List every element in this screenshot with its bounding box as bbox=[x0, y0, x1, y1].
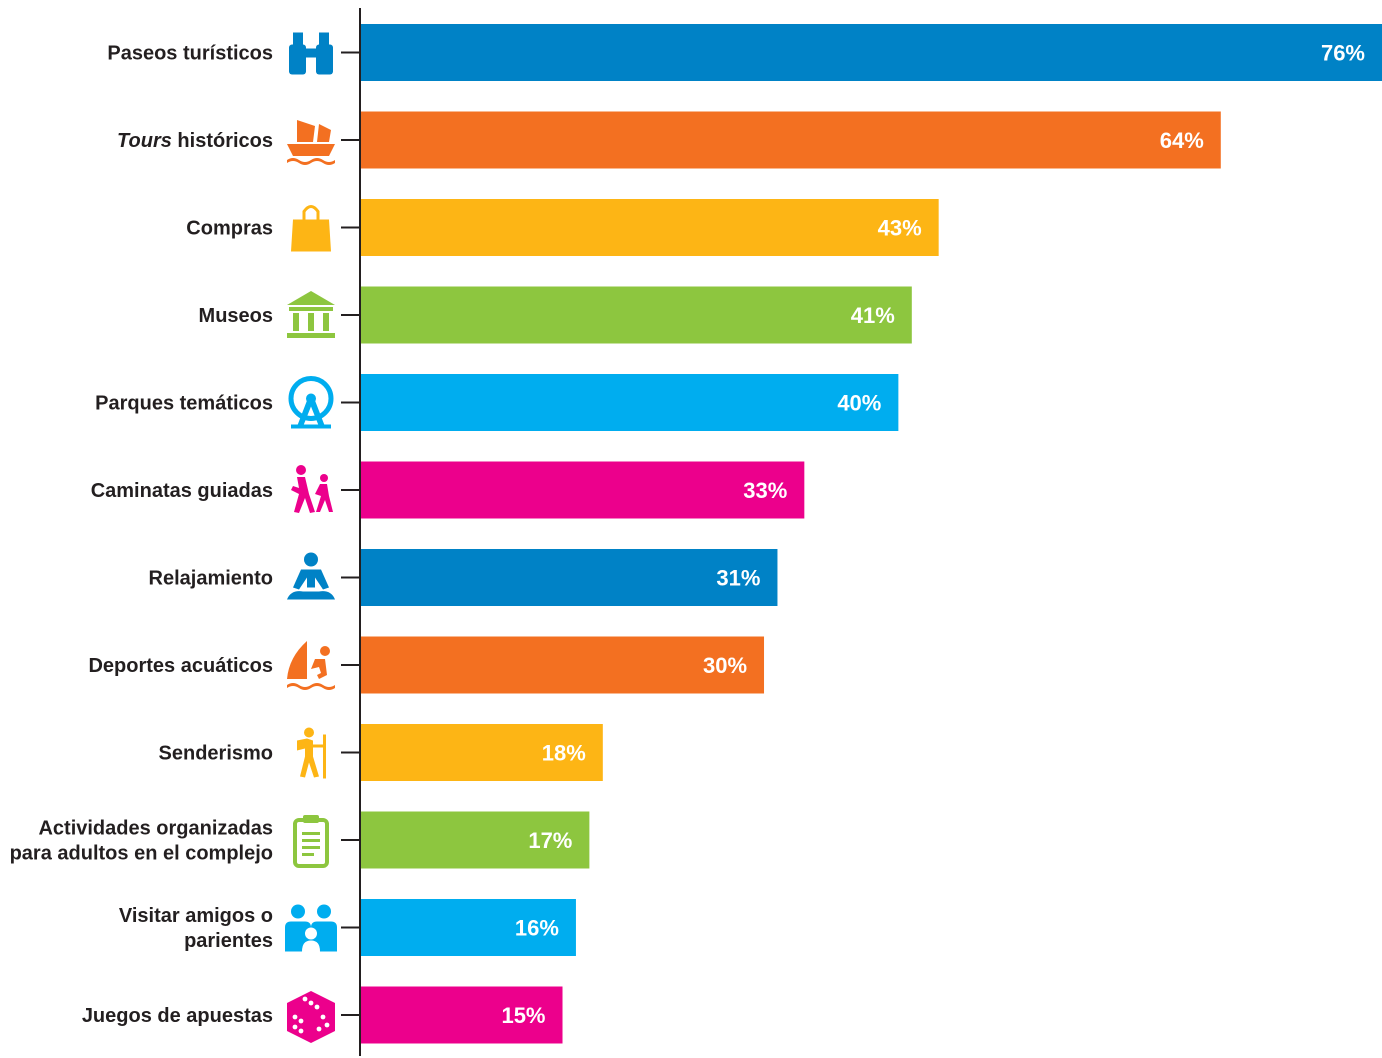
value-label-3: 43% bbox=[878, 216, 922, 241]
value-label-5: 40% bbox=[837, 391, 881, 416]
category-label-8: Deportes acuáticos bbox=[88, 655, 273, 677]
bar-2 bbox=[361, 111, 1221, 169]
ship-icon bbox=[287, 120, 335, 165]
family-icon bbox=[285, 904, 337, 952]
value-label-1: 76% bbox=[1321, 41, 1365, 66]
value-label-2: 64% bbox=[1160, 128, 1204, 153]
bar-4 bbox=[361, 286, 912, 344]
category-label-9: Senderismo bbox=[159, 743, 273, 765]
value-label-12: 15% bbox=[501, 1003, 545, 1028]
meditation-icon bbox=[287, 552, 335, 600]
value-label-7: 31% bbox=[716, 566, 760, 591]
category-label-12: Juegos de apuestas bbox=[82, 1005, 273, 1027]
ferris-wheel-icon bbox=[288, 376, 334, 429]
value-label-11: 16% bbox=[515, 916, 559, 941]
bar-12 bbox=[361, 986, 563, 1044]
bar-6 bbox=[361, 461, 805, 519]
value-label-4: 41% bbox=[851, 303, 895, 328]
shopping-bag-icon bbox=[291, 205, 331, 252]
value-label-6: 33% bbox=[743, 478, 787, 503]
bar-1 bbox=[361, 24, 1382, 81]
bar-3 bbox=[361, 199, 939, 256]
category-label-11: Visitar amigos o parientes bbox=[119, 905, 273, 952]
category-label-2: Tours históricos bbox=[117, 130, 273, 152]
category-label-6: Caminatas guiadas bbox=[91, 480, 273, 502]
category-label-5: Parques temáticos bbox=[95, 393, 273, 415]
dice-icon bbox=[287, 991, 335, 1043]
category-labels: Paseos turísticos Tours históricos Compras… bbox=[10, 43, 273, 1028]
clipboard-icon bbox=[293, 815, 329, 868]
category-label-7: Relajamiento bbox=[149, 568, 273, 590]
museum-icon bbox=[287, 291, 335, 338]
category-label-3: Compras bbox=[186, 218, 273, 240]
category-label-1: Paseos turísticos bbox=[107, 43, 273, 65]
category-label-4: Museos bbox=[199, 305, 273, 327]
value-label-10: 17% bbox=[528, 828, 572, 853]
hiker-icon bbox=[297, 727, 326, 779]
bar-10 bbox=[361, 811, 590, 869]
windsurf-icon bbox=[287, 641, 335, 690]
bar-11 bbox=[361, 899, 576, 956]
value-label-8: 30% bbox=[703, 653, 747, 678]
category-icons bbox=[285, 32, 337, 1043]
hikers-icon bbox=[291, 465, 333, 513]
bar-8 bbox=[361, 636, 765, 694]
binoculars-icon bbox=[289, 32, 333, 75]
bar-9 bbox=[361, 724, 603, 781]
bar-5 bbox=[361, 374, 899, 431]
bars-group: 76% 64% 43% 41% 40% 33% 31% 30% 18% 17% 16% 15% bbox=[361, 24, 1382, 1044]
y-axis-ticks bbox=[341, 51, 360, 1016]
bar-7 bbox=[361, 549, 778, 606]
category-label-10: Actividades organizadas para adultos en e… bbox=[10, 818, 273, 865]
value-label-9: 18% bbox=[542, 741, 586, 766]
